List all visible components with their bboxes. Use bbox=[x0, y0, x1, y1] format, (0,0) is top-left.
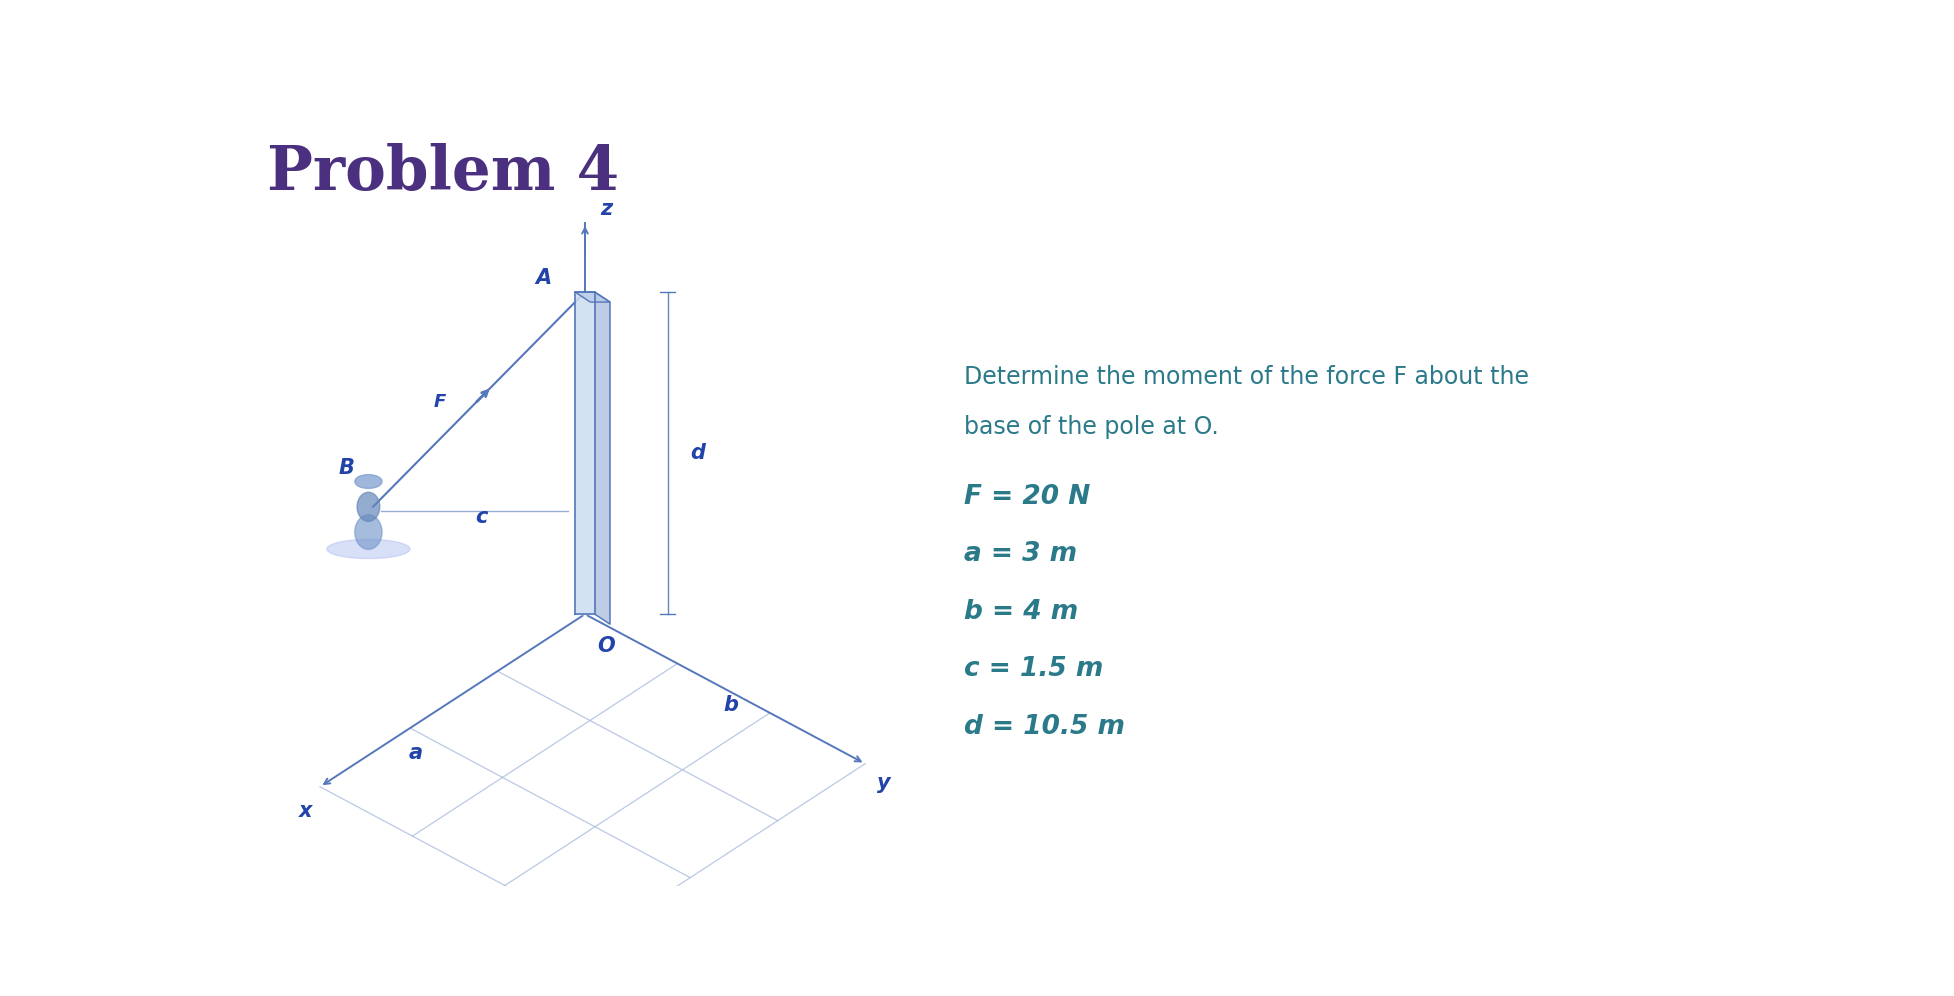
Text: O: O bbox=[598, 635, 616, 655]
Text: b = 4 m: b = 4 m bbox=[963, 599, 1079, 624]
Text: c: c bbox=[475, 507, 488, 527]
Text: Problem 4: Problem 4 bbox=[268, 142, 619, 202]
Text: Determine the moment of the force F about the: Determine the moment of the force F abou… bbox=[963, 365, 1528, 388]
Polygon shape bbox=[574, 292, 610, 302]
Text: F: F bbox=[434, 393, 446, 411]
Circle shape bbox=[356, 475, 383, 488]
Text: c = 1.5 m: c = 1.5 m bbox=[963, 656, 1102, 682]
Polygon shape bbox=[594, 292, 610, 624]
Text: x: x bbox=[299, 801, 313, 821]
Text: a: a bbox=[408, 743, 422, 763]
Text: base of the pole at O.: base of the pole at O. bbox=[963, 414, 1217, 439]
Text: A: A bbox=[535, 268, 551, 288]
Text: F = 20 N: F = 20 N bbox=[963, 484, 1090, 510]
Text: B: B bbox=[338, 458, 356, 478]
Text: b: b bbox=[723, 695, 739, 715]
Text: y: y bbox=[877, 773, 891, 793]
Text: d = 10.5 m: d = 10.5 m bbox=[963, 714, 1126, 740]
Ellipse shape bbox=[356, 515, 383, 550]
Text: a = 3 m: a = 3 m bbox=[963, 542, 1077, 568]
Ellipse shape bbox=[326, 540, 410, 559]
Ellipse shape bbox=[358, 492, 379, 521]
Text: z: z bbox=[600, 199, 612, 219]
Polygon shape bbox=[574, 292, 594, 615]
Text: d: d bbox=[690, 443, 705, 463]
